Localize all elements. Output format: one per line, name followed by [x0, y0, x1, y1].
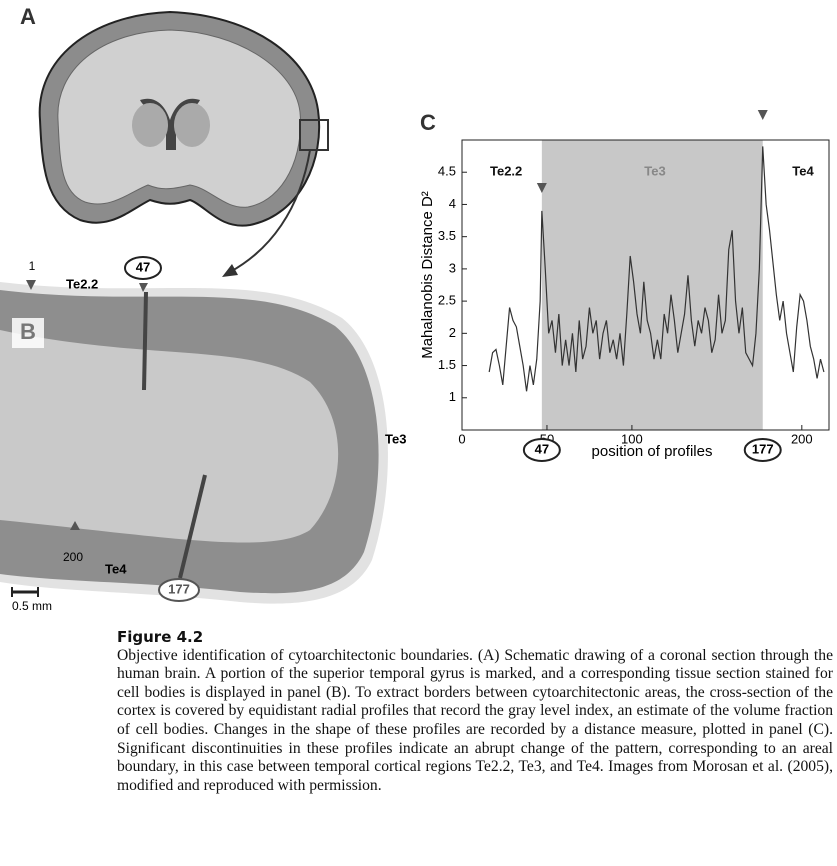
y-tick-label: 3.5: [438, 228, 456, 243]
profile-oval: [124, 256, 162, 280]
arrowhead: [26, 280, 36, 290]
marker-label: 177: [752, 441, 774, 456]
x-tick-label: 0: [458, 431, 465, 446]
profile-label: 47: [136, 259, 150, 274]
y-tick-label: 2: [449, 325, 456, 340]
marker-arrowhead: [536, 183, 547, 193]
scale-label: 0.5 mm: [12, 599, 52, 613]
region-label: Te4: [792, 163, 814, 178]
area-label: Te4: [105, 561, 127, 576]
region-label: Te2.2: [490, 163, 522, 178]
arrowhead: [139, 283, 148, 292]
scale-bar: [11, 587, 39, 597]
panel-label: C: [420, 110, 436, 135]
area-label: Te3: [385, 431, 406, 446]
plot-frame: [461, 139, 830, 431]
shaded-region: [541, 140, 763, 430]
marker-oval: [743, 438, 782, 462]
region-label: Te3: [644, 163, 665, 178]
arrowhead: [70, 521, 80, 530]
x-axis-label: position of profiles: [592, 443, 713, 460]
y-axis-label: Mahalanobis Distance D²: [419, 191, 436, 359]
annotation: 200: [63, 550, 83, 564]
x-tick-label: 200: [791, 431, 813, 446]
y-tick-label: 1: [449, 389, 456, 404]
caption: Figure 4.2 Objective identification of c…: [117, 628, 833, 795]
y-tick-label: 3: [449, 260, 456, 275]
profile-oval: [158, 578, 200, 602]
annotation: 1: [29, 259, 36, 273]
x-tick-label: 100: [621, 431, 643, 446]
panel-label: B: [20, 319, 36, 344]
marker-label: 47: [535, 441, 549, 456]
caption-title: Figure 4.2: [117, 628, 204, 646]
panel-label: A: [20, 4, 36, 29]
y-tick-label: 2.5: [438, 293, 456, 308]
y-tick-label: 1.5: [438, 357, 456, 372]
marker-oval: [522, 438, 561, 462]
cortex-section: [0, 282, 388, 604]
brain-schematic: [38, 10, 329, 277]
data-line: [488, 146, 825, 392]
y-tick-label: 4.5: [438, 164, 456, 179]
caption-text: Objective identification of cytoarchitec…: [117, 646, 833, 794]
marker-arrowhead: [757, 110, 768, 120]
profile-label: 177: [168, 581, 190, 596]
figure: A B 1 Te2.2 47 Te3 200 Te4 177 0.5 mm C …: [0, 4, 830, 613]
y-tick-label: 4: [449, 196, 456, 211]
area-label: Te2.2: [66, 276, 98, 291]
